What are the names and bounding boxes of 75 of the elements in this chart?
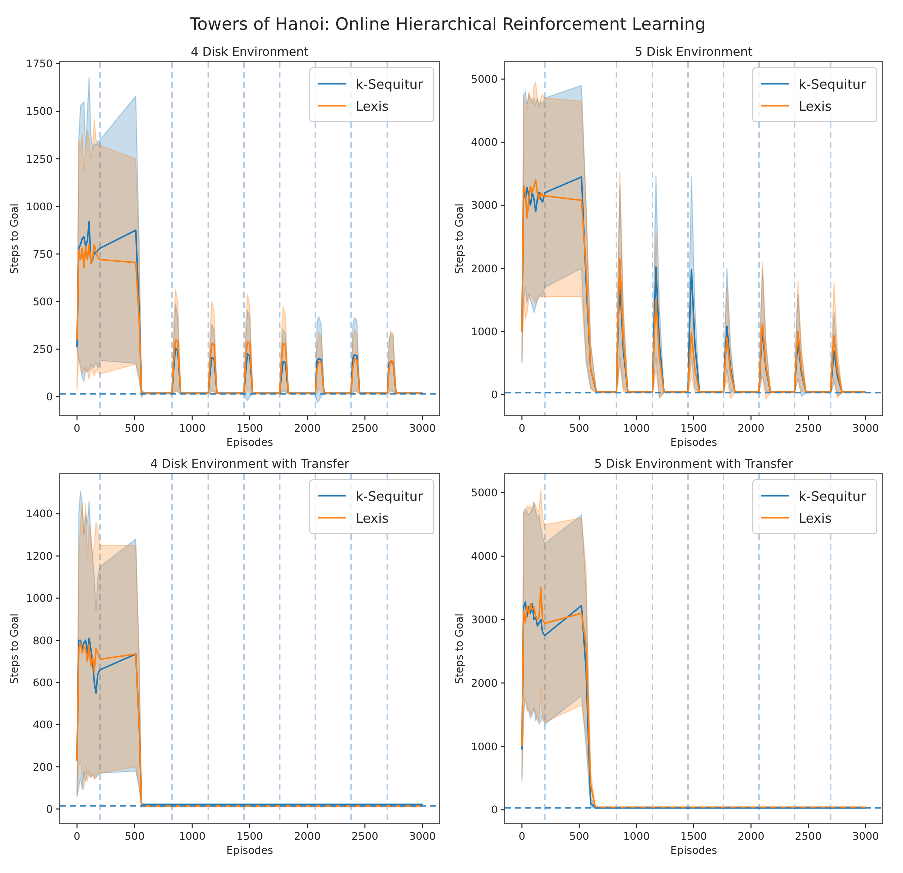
x-tick-label: 1500 <box>236 831 264 843</box>
legend-label: k-Sequitur <box>799 490 867 505</box>
chart-title: 4 Disk Environment with Transfer <box>150 457 350 471</box>
x-tick-label: 500 <box>124 423 145 435</box>
y-tick-label: 2000 <box>471 263 498 276</box>
y-axis-title: Steps to Goal <box>454 614 466 684</box>
y-tick-label: 0 <box>46 804 53 816</box>
y-axis-title: Steps to Goal <box>454 204 466 274</box>
y-tick-label: 1200 <box>26 550 53 563</box>
y-tick-label: 0 <box>46 392 53 404</box>
y-tick-label: 4000 <box>471 137 498 150</box>
x-tick-label: 2000 <box>294 831 321 843</box>
legend-label: k-Sequitur <box>356 78 424 93</box>
y-tick-label: 1000 <box>26 593 53 606</box>
x-tick-label: 0 <box>518 423 526 435</box>
y-tick-label: 750 <box>32 248 53 261</box>
y-tick-label: 1000 <box>471 326 498 338</box>
y-tick-label: 3000 <box>471 200 498 212</box>
x-tick-label: 3000 <box>852 423 880 435</box>
x-tick-label: 1500 <box>680 831 708 843</box>
chart-title: 4 Disk Environment <box>191 45 310 59</box>
y-tick-label: 500 <box>32 296 53 308</box>
chart-title: 5 Disk Environment with Transfer <box>594 457 794 471</box>
legend-label: Lexis <box>356 100 390 115</box>
x-tick-label: 0 <box>74 831 81 843</box>
y-tick-label: 2000 <box>471 678 498 690</box>
y-axis-title: Steps to Goal <box>9 614 21 684</box>
x-tick-label: 500 <box>569 423 590 435</box>
x-tick-label: 1000 <box>623 423 650 435</box>
x-tick-label: 2000 <box>738 831 765 843</box>
y-tick-label: 1000 <box>26 201 53 214</box>
x-tick-label: 3000 <box>409 831 436 843</box>
x-tick-label: 2500 <box>795 831 822 843</box>
x-tick-label: 3000 <box>409 423 436 435</box>
y-tick-label: 5000 <box>471 488 498 500</box>
y-tick-label: 3000 <box>471 614 498 627</box>
y-axis-title: Steps to Goal <box>9 204 21 274</box>
x-tick-label: 2000 <box>294 423 321 435</box>
x-axis-title: Episodes <box>226 845 274 857</box>
text: Towers of Hanoi: Online Hierarchical Reinforcement Learning <box>189 15 706 35</box>
x-tick-label: 3000 <box>852 831 880 843</box>
x-tick-label: 0 <box>518 831 526 843</box>
x-tick-label: 500 <box>569 831 590 843</box>
y-tick-label: 1400 <box>26 508 53 521</box>
chart-title: 5 Disk Environment <box>635 45 754 59</box>
y-tick-label: 5000 <box>471 74 498 86</box>
x-tick-label: 2500 <box>352 831 379 843</box>
x-tick-label: 1000 <box>623 831 650 843</box>
y-tick-label: 250 <box>32 344 53 356</box>
x-tick-label: 1000 <box>179 423 206 435</box>
y-tick-label: 1000 <box>471 741 498 754</box>
y-tick-label: 1500 <box>26 106 53 118</box>
x-tick-label: 500 <box>124 831 145 843</box>
y-tick-label: 0 <box>491 390 498 402</box>
x-axis-title: Episodes <box>226 437 274 449</box>
x-tick-label: 1000 <box>179 831 206 843</box>
x-axis-title: Episodes <box>670 437 718 449</box>
y-tick-label: 4000 <box>471 551 498 564</box>
y-tick-label: 600 <box>32 677 53 690</box>
y-tick-label: 0 <box>491 804 498 817</box>
y-tick-label: 800 <box>32 635 53 648</box>
y-tick-label: 1750 <box>26 58 53 71</box>
y-tick-label: 1250 <box>26 154 53 166</box>
x-tick-label: 1500 <box>680 423 708 435</box>
legend-label: Lexis <box>356 512 390 527</box>
x-tick-label: 0 <box>74 423 81 435</box>
x-tick-label: 2500 <box>352 423 379 435</box>
x-tick-label: 2500 <box>795 423 822 435</box>
y-tick-label: 400 <box>32 720 53 732</box>
x-tick-label: 1500 <box>236 423 264 435</box>
x-tick-label: 2000 <box>738 423 765 435</box>
y-tick-label: 200 <box>32 762 53 774</box>
legend-label: Lexis <box>799 512 832 527</box>
legend-label: k-Sequitur <box>356 490 424 505</box>
x-axis-title: Episodes <box>670 845 718 857</box>
